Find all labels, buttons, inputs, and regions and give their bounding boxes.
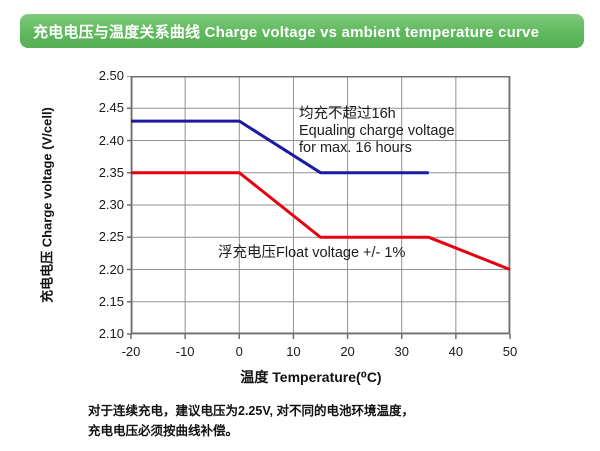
footnote-line-1: 对于连续充电，建议电压为2.25V, 对不同的电池环境温度， — [88, 404, 414, 418]
x-tick-label: -20 — [121, 344, 141, 359]
y-tick-label: 2.45 — [98, 100, 124, 116]
page-title: 充电电压与温度关系曲线 Charge voltage vs ambient te… — [33, 23, 540, 41]
y-tick-label: 2.35 — [98, 164, 124, 180]
y-tick-label: 2.40 — [98, 132, 124, 148]
annotation-float-voltage: 浮充电压Float voltage +/- 1% — [218, 245, 405, 262]
annotation-line: Equaling charge voltage — [299, 123, 455, 139]
x-tick-label: 20 — [340, 344, 355, 359]
y-tick-label: 2.30 — [98, 197, 124, 212]
series-line-1 — [131, 171, 511, 271]
title-banner: 充电电压与温度关系曲线 Charge voltage vs ambient te… — [20, 14, 584, 48]
y-tick-label: 2.25 — [98, 229, 124, 245]
y-axis-title: 充电电压 Charge voltage (V/cell) — [39, 107, 55, 303]
annotation-equalize-voltage: 均充不超过16h Equaling charge voltage for max… — [299, 106, 455, 157]
y-tick-label: 2.50 — [98, 68, 124, 83]
annotation-line: for max. 16 hours — [299, 140, 412, 156]
x-tick-label: 30 — [394, 344, 409, 359]
y-tick-label: 2.20 — [98, 261, 124, 277]
y-tick-label: 2.10 — [98, 326, 124, 341]
x-tick-label: 10 — [286, 344, 301, 359]
series-line-0 — [131, 119, 429, 175]
x-tick-label: 0 — [235, 344, 243, 359]
x-tick-label: 50 — [502, 344, 518, 359]
annotation-line: 均充不超过16h — [299, 106, 396, 122]
x-tick-label: 40 — [448, 344, 464, 359]
footnote-line-2: 充电电压必须按曲线补偿。 — [88, 424, 239, 438]
x-tick-label: -10 — [175, 344, 195, 359]
plot-svg — [127, 76, 511, 339]
x-axis-title: 温度 Temperature(⁰C) — [240, 369, 382, 385]
y-tick-label: 2.15 — [98, 293, 124, 309]
footnote: 对于连续充电，建议电压为2.25V, 对不同的电池环境温度， 充电电压必须按曲线… — [88, 401, 414, 441]
plot-border — [131, 76, 510, 334]
annotation-line: 浮充电压Float voltage +/- 1% — [218, 245, 406, 261]
